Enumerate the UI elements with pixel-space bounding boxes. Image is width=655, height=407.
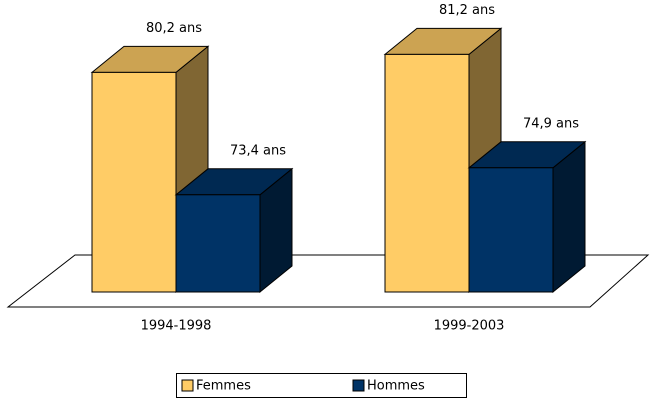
value-label: 81,2 ans — [439, 3, 495, 18]
bar-front — [468, 167, 554, 293]
bar — [174, 167, 294, 294]
legend-swatch — [352, 379, 365, 392]
legend-label: Femmes — [196, 379, 251, 394]
bar-front — [91, 71, 177, 293]
x-tick-label: 1999-2003 — [434, 319, 505, 334]
bar — [467, 140, 587, 294]
legend-box — [176, 373, 467, 398]
value-label: 73,4 ans — [230, 143, 286, 158]
bar-front — [384, 53, 470, 293]
legend-swatch — [181, 379, 194, 392]
x-tick-label: 1994-1998 — [141, 319, 212, 334]
value-label: 80,2 ans — [146, 21, 202, 36]
bar-front — [175, 194, 261, 293]
value-label: 74,9 ans — [523, 116, 579, 131]
legend-label: Hommes — [367, 379, 425, 394]
